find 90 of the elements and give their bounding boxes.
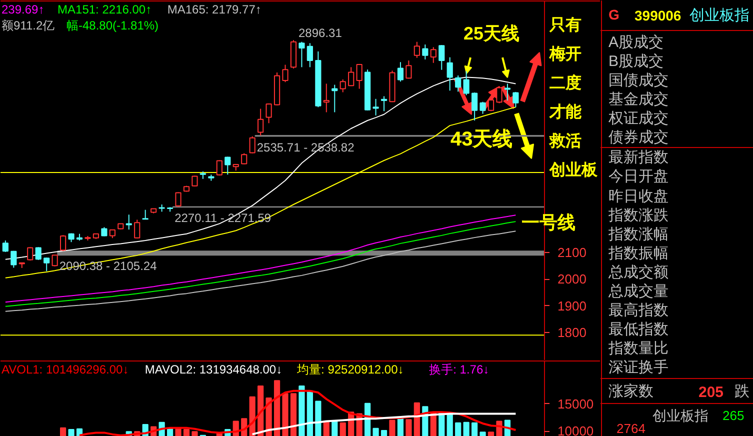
candlestick (430, 46, 436, 64)
annotation: 换手: 1.76↓ (429, 362, 490, 376)
candlestick (126, 214, 132, 230)
text: MA151: 2216.00↑ (58, 2, 152, 16)
text: 创业板指 (652, 408, 708, 424)
candlestick (455, 74, 462, 92)
candlestick (340, 78, 346, 93)
candlestick (480, 101, 486, 114)
candlestick (323, 83, 330, 113)
candlestick (266, 102, 272, 124)
candlestick (380, 96, 388, 112)
annotation: 2896.31 (298, 26, 342, 40)
y-tick-label: 1900 (558, 298, 586, 314)
text: 2764 (616, 421, 646, 436)
text: 权证成交 (608, 110, 668, 127)
candlestick (406, 60, 412, 80)
candlestick (504, 83, 511, 101)
text: 创业板指 (690, 7, 750, 24)
candlestick (422, 44, 428, 60)
candlestick (463, 70, 470, 96)
annotation: 25天线 (464, 24, 520, 44)
y-tick-label: 15000 (558, 396, 594, 412)
text: 最高指数 (608, 302, 668, 319)
candlestick (298, 41, 305, 68)
text: G (608, 6, 620, 22)
text: 最低指数 (608, 321, 668, 338)
candlestick (306, 42, 313, 68)
candlestick (142, 209, 148, 220)
text: 265 (722, 408, 744, 423)
candlestick (175, 192, 182, 208)
candlestick (348, 66, 354, 87)
text: 最新指数 (608, 149, 668, 166)
text: 指数涨幅 (608, 226, 668, 243)
candlestick (512, 91, 519, 108)
text: 指数量比 (608, 340, 668, 357)
annotation: 幅-48.80(-1.81%) (66, 18, 159, 32)
text: 涨家数 (608, 383, 654, 400)
y-tick-label: 1800 (558, 325, 586, 340)
candlestick (488, 97, 494, 112)
candlestick (372, 98, 379, 116)
text: 国债成交 (608, 72, 668, 89)
candlestick (60, 234, 66, 252)
candlestick (438, 44, 445, 70)
text: 205 (698, 384, 724, 401)
text: 指数涨跌 (608, 207, 668, 224)
y-tick-label: 2000 (558, 272, 586, 287)
text: 399006 (634, 8, 682, 24)
candlestick (52, 254, 58, 267)
text: B股成交 (608, 53, 664, 70)
candlestick (2, 240, 8, 252)
line-series (4, 230, 516, 312)
candlestick (249, 136, 256, 154)
candlestick (356, 63, 362, 90)
candlestick (10, 250, 17, 268)
candlestick (44, 257, 50, 272)
line-series (251, 412, 517, 436)
text: 只有梅开二度才能救活创业板 (548, 16, 598, 179)
text: 指数振幅 (608, 245, 668, 262)
text: 总成交额 (608, 264, 668, 281)
annotation: 均量: 92520912.00↓ (296, 362, 404, 376)
annotation: 43天线 (450, 128, 513, 150)
candlestick (258, 108, 264, 136)
line-series (78, 390, 517, 436)
candlestick (27, 246, 34, 261)
candlestick (224, 156, 231, 176)
text: AVOL1: 101496296.00↓ (2, 362, 129, 376)
text: 跌 (734, 383, 750, 400)
candlestick (471, 92, 478, 121)
candlestick (216, 160, 222, 176)
annotation: 额911.2亿 (2, 18, 55, 32)
candlestick (192, 175, 198, 187)
text: 基金成交 (608, 91, 668, 108)
candlestick (282, 64, 288, 83)
text: 今日开盘 (608, 168, 668, 185)
candlestick (414, 41, 420, 58)
y-tick-label: 10000 (558, 424, 594, 436)
text: 昨日收盘 (608, 188, 668, 205)
candlestick (446, 56, 453, 92)
text: MA165: 2179.77↑ (167, 2, 262, 16)
text: 总成交量 (608, 283, 668, 300)
candlestick (35, 246, 42, 260)
text: 深证换手 (608, 359, 668, 376)
candlestick (134, 219, 140, 239)
text: 债券成交 (608, 129, 668, 146)
text: A股成交 (608, 34, 664, 51)
candlestick (397, 62, 404, 82)
candlestick (332, 84, 338, 113)
text: 239.69↑ (2, 2, 44, 16)
y-tick-label: 2100 (558, 245, 586, 260)
text: MAVOL2: 131934648.00↓ (144, 362, 282, 376)
